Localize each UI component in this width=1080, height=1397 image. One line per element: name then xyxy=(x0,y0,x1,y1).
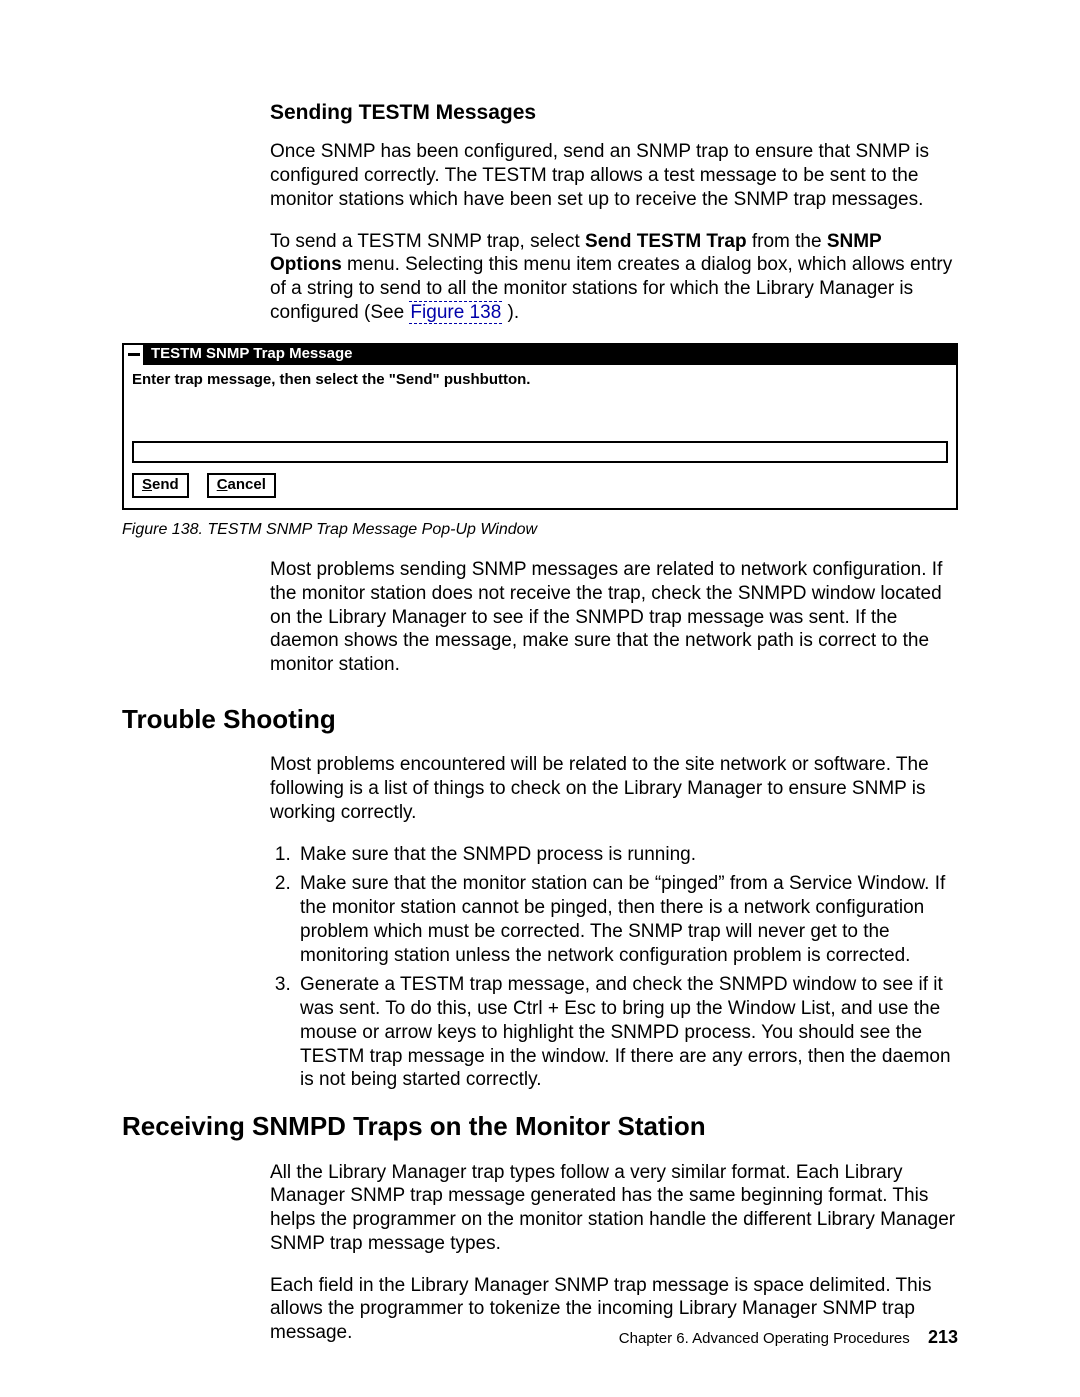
paragraph: All the Library Manager trap types follo… xyxy=(270,1161,958,1256)
button-label: ancel xyxy=(228,476,266,493)
section-trouble-shooting: Most problems encountered will be relate… xyxy=(270,753,958,1092)
paragraph: Once SNMP has been configured, send an S… xyxy=(270,140,958,211)
bold-text: Send TESTM Trap xyxy=(585,231,747,252)
dialog-box: TESTM SNMP Trap Message Enter trap messa… xyxy=(122,343,958,511)
list-item: Make sure that the monitor station can b… xyxy=(296,872,958,967)
troubleshooting-list: Make sure that the SNMPD process is runn… xyxy=(270,843,958,1093)
dialog-body: Enter trap message, then select the "Sen… xyxy=(124,365,956,509)
system-menu-icon[interactable] xyxy=(124,345,145,365)
text: To send a TESTM SNMP trap, select xyxy=(270,231,585,252)
list-item: Generate a TESTM trap message, and check… xyxy=(296,973,958,1092)
paragraph: Most problems encountered will be relate… xyxy=(270,753,958,824)
text: menu. Selecting this menu item creates a… xyxy=(270,254,952,323)
send-button[interactable]: Send xyxy=(132,473,189,498)
trap-message-input[interactable] xyxy=(132,441,948,463)
text: ). xyxy=(502,302,519,323)
document-page: Sending TESTM Messages Once SNMP has bee… xyxy=(0,0,1080,1397)
paragraph-block: Most problems sending SNMP messages are … xyxy=(270,558,958,677)
footer-page-number: 213 xyxy=(928,1327,958,1347)
page-footer: Chapter 6. Advanced Operating Procedures… xyxy=(619,1326,958,1349)
figure-dialog-container: TESTM SNMP Trap Message Enter trap messa… xyxy=(122,343,958,541)
mnemonic: C xyxy=(217,476,228,493)
text: from the xyxy=(747,231,827,252)
footer-chapter: Chapter 6. Advanced Operating Procedures xyxy=(619,1330,910,1347)
figure-link[interactable]: Figure 138 xyxy=(409,301,502,324)
heading-receiving-traps: Receiving SNMPD Traps on the Monitor Sta… xyxy=(122,1110,958,1143)
heading-sending-testm: Sending TESTM Messages xyxy=(270,100,958,126)
figure-caption: Figure 138. TESTM SNMP Trap Message Pop-… xyxy=(122,520,958,540)
section-sending-testm: Sending TESTM Messages Once SNMP has bee… xyxy=(270,100,958,325)
heading-trouble-shooting: Trouble Shooting xyxy=(122,703,958,736)
paragraph: To send a TESTM SNMP trap, select Send T… xyxy=(270,230,958,325)
dialog-title: TESTM SNMP Trap Message xyxy=(145,345,352,365)
cancel-button[interactable]: Cancel xyxy=(207,473,276,498)
section-receiving-traps: All the Library Manager trap types follo… xyxy=(270,1161,958,1345)
paragraph: Most problems sending SNMP messages are … xyxy=(270,558,958,677)
dialog-button-row: Send Cancel xyxy=(132,473,948,498)
mnemonic: S xyxy=(142,476,152,493)
list-item: Make sure that the SNMPD process is runn… xyxy=(296,843,958,867)
button-label: end xyxy=(152,476,179,493)
dialog-instruction: Enter trap message, then select the "Sen… xyxy=(132,371,948,390)
dialog-titlebar: TESTM SNMP Trap Message xyxy=(124,345,956,365)
